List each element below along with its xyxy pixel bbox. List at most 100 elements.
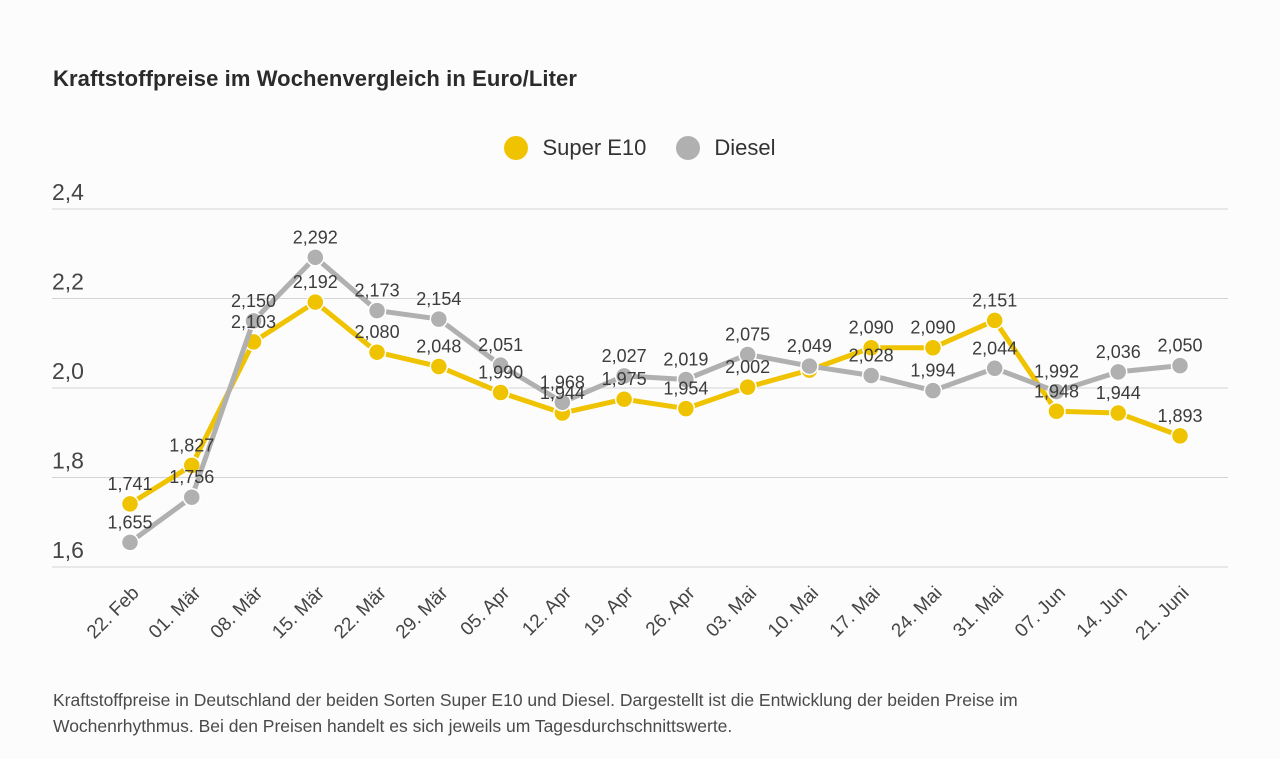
value-label-diesel: 1,756 [169,467,214,487]
value-label-super-e10: 1,990 [478,362,523,382]
data-point-diesel [1170,356,1190,375]
x-axis-tick-label: 19. Apr [580,582,638,640]
data-point-super-e10 [306,292,325,312]
x-axis-tick-label: 17. Mai [826,583,885,642]
legend: Super E10 Diesel [0,135,1280,161]
value-label-super-e10: 2,151 [972,290,1017,310]
value-label-super-e10: 1,975 [602,369,647,389]
value-label-super-e10: 2,192 [293,272,338,292]
value-label-diesel: 2,044 [972,338,1017,358]
data-point-super-e10 [1108,403,1128,423]
value-label-super-e10: 1,827 [169,435,214,455]
x-axis-tick-label: 03. Mai [702,583,761,642]
data-point-diesel [861,366,881,385]
data-point-diesel [1047,382,1066,401]
data-point-diesel [491,355,510,375]
legend-label-super-e10: Super E10 [542,135,647,160]
legend-item-diesel: Diesel [676,135,776,161]
data-point-super-e10 [738,377,757,397]
value-label-super-e10: 2,103 [231,312,276,332]
value-label-diesel: 2,049 [787,336,832,356]
data-point-diesel [120,533,140,552]
y-axis-tick-label: 2,2 [52,269,84,295]
value-label-super-e10: 2,080 [355,322,400,342]
data-point-super-e10 [1047,402,1066,421]
value-label-super-e10: 2,090 [849,318,894,338]
value-label-diesel: 2,051 [478,335,523,355]
value-label-super-e10: 1,944 [1096,383,1141,403]
value-label-diesel: 2,150 [231,291,276,311]
value-label-super-e10: 1,741 [107,474,152,494]
data-point-diesel [1108,362,1128,382]
chart-caption: Kraftstoffpreise in Deutschland der beid… [53,688,1018,740]
legend-label-diesel: Diesel [714,135,776,160]
value-label-super-e10: 2,048 [416,337,461,357]
value-label-super-e10: 1,944 [540,383,585,403]
x-axis-tick-label: 07. Jun [1011,583,1070,642]
value-label-super-e10: 1,948 [1034,381,1079,401]
value-label-diesel: 1,655 [107,512,152,532]
value-label-diesel: 2,019 [663,349,708,369]
data-point-diesel [923,381,943,400]
x-axis-tick-label: 22. Feb [83,583,143,643]
value-label-diesel: 2,154 [416,289,461,309]
data-point-super-e10 [923,338,943,357]
data-point-super-e10 [429,357,449,376]
value-label-diesel: 2,028 [849,345,894,365]
data-point-diesel [553,393,572,412]
x-axis-tick-label: 31. Mai [949,583,1008,642]
x-axis-tick-label: 01. Mär [145,582,206,643]
x-axis-tick-label: 08. Mär [207,582,268,643]
y-axis-tick-label: 1,8 [52,448,84,474]
line-chart: 2,4 2,2 2,0 1,8 1,6 22. Feb 01. Mär 08. Mär 15. … [52,179,1228,645]
value-label-diesel: 2,027 [602,346,647,366]
x-axis-tick-label: 05. Apr [457,582,515,640]
data-point-super-e10 [367,342,387,362]
x-axis-tick-label: 24. Mai [888,583,947,642]
x-axis-tick-label: 29. Mär [392,582,453,643]
data-point-super-e10 [861,338,881,357]
x-axis-tick-label: 14. Jun [1073,583,1132,642]
y-axis-tick-label: 1,6 [52,537,84,563]
x-axis-tick-label: 15. Mär [268,582,329,643]
y-axis-tick-label: 2,0 [52,358,84,384]
value-label-diesel: 2,075 [725,324,770,344]
value-label-diesel: 2,292 [293,227,338,247]
data-point-diesel [614,366,634,386]
value-label-diesel: 1,968 [540,372,585,392]
y-axis-tick-label: 2,4 [52,179,84,205]
value-label-super-e10: 2,090 [910,318,955,338]
x-axis-tick-label: 26. Apr [642,582,700,640]
legend-swatch-super-e10-icon [504,136,529,160]
data-point-super-e10 [1170,426,1190,446]
data-point-diesel [985,359,1004,378]
data-point-super-e10 [614,389,634,409]
x-axis-tick-label: 21. Juni [1132,583,1194,645]
data-point-diesel [244,311,263,331]
data-point-diesel [429,309,449,329]
data-point-diesel [676,370,696,389]
x-axis-tick-label: 22. Mär [330,582,391,643]
value-label-diesel: 2,173 [355,281,400,301]
data-point-super-e10 [676,399,696,418]
caption-line-1: Kraftstoffpreise in Deutschland der beid… [53,690,1018,710]
x-axis-tick-label: 12. Apr [518,582,576,640]
value-label-super-e10: 1,893 [1157,406,1202,426]
series-line-super-e10 [127,299,1183,507]
data-point-diesel [367,301,387,320]
value-label-super-e10: 1,954 [663,379,708,399]
value-label-diesel: 1,994 [910,361,955,381]
value-label-diesel: 1,992 [1034,362,1079,382]
data-point-diesel [800,356,819,376]
data-point-diesel [182,487,202,507]
data-point-super-e10 [985,311,1004,330]
caption-line-2: Wochenrhythmus. Bei den Preisen handelt … [53,715,733,736]
value-label-super-e10: 2,002 [725,357,770,377]
legend-swatch-diesel-icon [676,136,701,160]
data-point-diesel [306,248,325,267]
x-axis-tick-label: 10. Mai [764,583,823,642]
legend-item-super-e10: Super E10 [504,135,646,161]
data-point-diesel [738,345,757,364]
chart-title: Kraftstoffpreise im Wochenvergleich in E… [53,66,578,91]
value-label-diesel: 2,036 [1096,342,1141,362]
